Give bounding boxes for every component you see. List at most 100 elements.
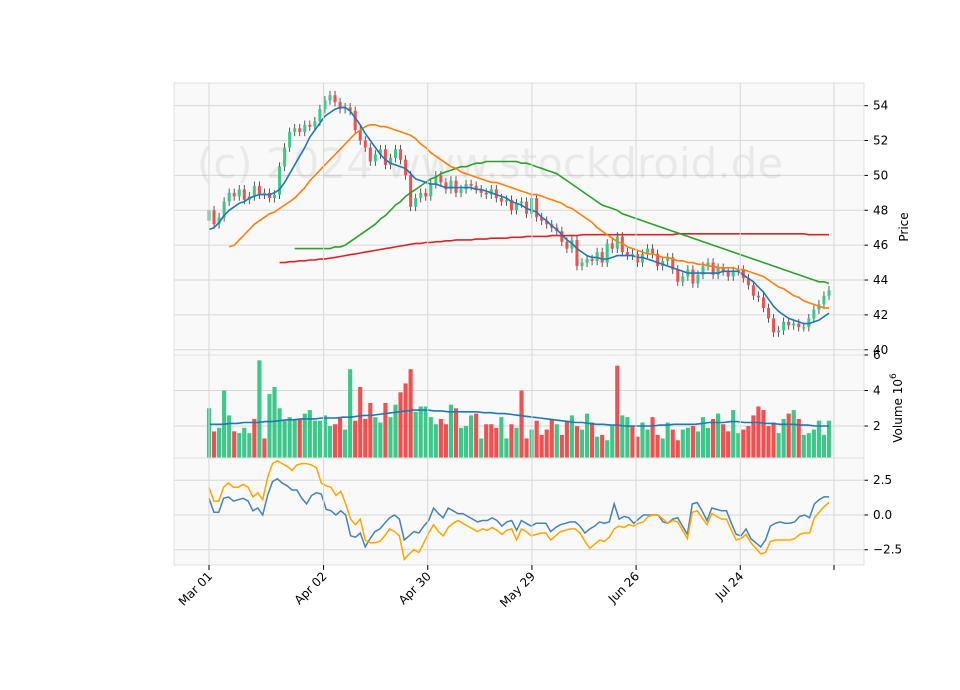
candle-body xyxy=(328,95,332,101)
volume-bar xyxy=(595,436,600,458)
volume-bar xyxy=(332,424,338,458)
candle-body xyxy=(449,180,453,190)
candle-body xyxy=(756,295,760,298)
volume-bar xyxy=(428,417,433,458)
volume-bar xyxy=(353,420,358,458)
candle-body xyxy=(646,248,650,254)
candle-body xyxy=(318,109,322,122)
volume-bar xyxy=(771,422,776,458)
volume-bar xyxy=(721,424,726,458)
volume-bar xyxy=(307,410,312,458)
price-tick-label: 44 xyxy=(873,273,888,287)
candle-body xyxy=(656,253,660,267)
volume-bar xyxy=(796,418,801,458)
price-tick-label: 50 xyxy=(873,168,888,182)
candle-body xyxy=(514,203,518,211)
vol-panel-background xyxy=(174,355,864,458)
volume-bar xyxy=(584,413,590,458)
volume-bar xyxy=(267,394,272,458)
price-panel: 40 42 44 46 48 50 52 54 Price (c) 2024 www.stockd… xyxy=(173,82,911,357)
volume-bar xyxy=(806,433,811,458)
candle-body xyxy=(212,210,216,225)
volume-bar xyxy=(534,420,539,458)
volume-bar xyxy=(766,426,771,458)
volume-bar xyxy=(579,429,585,458)
volume-bar xyxy=(272,386,277,458)
ma10-line xyxy=(208,106,830,325)
candle-body xyxy=(303,124,307,132)
candle-body xyxy=(651,248,655,254)
volume-bar xyxy=(564,420,569,458)
volume-bar xyxy=(252,418,257,458)
volume-bar xyxy=(438,418,443,458)
candle-body xyxy=(313,121,317,127)
volume-bar xyxy=(408,369,413,458)
candle-body xyxy=(454,180,458,193)
candle-body xyxy=(323,100,327,110)
ma200-line xyxy=(279,233,829,264)
volume-bar xyxy=(756,406,761,458)
candle-body xyxy=(262,192,266,195)
candle-body xyxy=(666,257,670,261)
volume-bar xyxy=(499,417,504,458)
volume-bar xyxy=(549,418,554,458)
volume-bar xyxy=(811,429,816,458)
volume-bar xyxy=(716,413,721,458)
volume-bar xyxy=(559,434,564,458)
volume-axis-label: Volume 106 xyxy=(889,373,905,443)
volume-bar xyxy=(297,418,302,458)
price-panel-background xyxy=(174,83,864,355)
volume-bar xyxy=(650,417,655,458)
volume-bar xyxy=(368,402,373,458)
candle-body xyxy=(252,185,256,197)
volume-bar xyxy=(403,383,408,458)
price-tick-label: 54 xyxy=(873,99,888,113)
price-axis-label: Price xyxy=(897,212,911,241)
candle-body xyxy=(560,231,564,242)
candle-body xyxy=(777,330,781,333)
volume-bar xyxy=(655,434,660,458)
candle-body xyxy=(338,102,342,110)
candle-body xyxy=(565,241,569,249)
candle-body xyxy=(600,252,604,263)
volume-bar xyxy=(524,438,529,458)
volume-bar xyxy=(363,418,368,458)
volume-bar xyxy=(544,429,549,458)
price-tick-label: 46 xyxy=(873,238,888,252)
volume-bar xyxy=(569,415,574,458)
volume-bar xyxy=(710,418,716,458)
price-tick-label: 48 xyxy=(873,203,888,217)
volume-bar xyxy=(458,427,464,458)
candle-body xyxy=(701,266,705,275)
volume-bar xyxy=(448,404,454,458)
volume-bar xyxy=(282,420,287,458)
volume-bar xyxy=(670,429,675,458)
volume-bar xyxy=(615,365,620,458)
volume-bar xyxy=(489,424,494,458)
price-tick-label: 40 xyxy=(873,343,888,357)
volume-bar xyxy=(232,431,237,458)
x-tick-label: Mar 01 xyxy=(176,569,215,608)
volume-bar xyxy=(539,434,544,458)
volume-multiplier: 10 xyxy=(891,379,905,394)
candle-body xyxy=(585,259,589,263)
volume-bar xyxy=(247,433,252,458)
candle-body xyxy=(409,175,413,207)
candle-body xyxy=(424,192,428,197)
oscillator-line-2 xyxy=(208,459,830,562)
candle-body xyxy=(736,269,740,272)
volume-bar xyxy=(801,434,806,458)
candle-body xyxy=(807,318,811,328)
volume-bar xyxy=(257,360,262,458)
candle-body xyxy=(363,140,367,148)
volume-bar xyxy=(388,417,393,458)
candle-body xyxy=(308,124,312,127)
volume-bar xyxy=(816,420,821,458)
candle-body xyxy=(691,269,695,284)
volume-bar xyxy=(660,438,665,458)
volume-bar xyxy=(700,417,706,458)
candle-body xyxy=(676,269,680,282)
candle-body xyxy=(696,274,700,284)
volume-bar xyxy=(635,436,640,458)
volume-bar xyxy=(519,390,524,458)
